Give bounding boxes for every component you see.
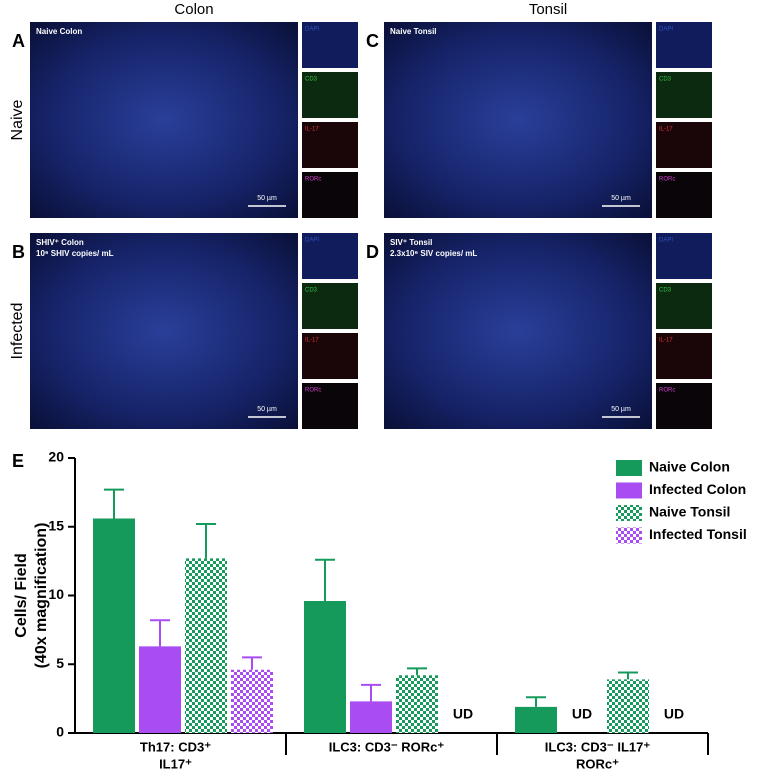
channel-image bbox=[656, 283, 712, 329]
row-header: Infected bbox=[9, 303, 26, 360]
channel-image bbox=[302, 333, 358, 379]
channel-image bbox=[302, 383, 358, 429]
panel-title: SIV⁺ Tonsil bbox=[390, 238, 432, 247]
panel-letter: B bbox=[12, 242, 25, 262]
channel-image bbox=[302, 22, 358, 68]
channel-label: CD3 bbox=[659, 77, 672, 83]
channel-label: CD3 bbox=[305, 77, 318, 83]
bar bbox=[185, 558, 227, 733]
channel-label: DAPI bbox=[659, 238, 673, 244]
y-axis-label: Cells/ Field bbox=[13, 553, 30, 637]
scale-label: 50 µm bbox=[611, 406, 631, 413]
legend-swatch bbox=[616, 527, 642, 544]
scale-label: 50 µm bbox=[611, 195, 631, 202]
scale-label: 50 µm bbox=[257, 406, 277, 413]
channel-label: CD3 bbox=[305, 288, 318, 294]
x-tick-label: ILC3: CD3⁻ RORc⁺ bbox=[329, 739, 445, 754]
bar bbox=[515, 706, 557, 733]
bar bbox=[350, 701, 392, 733]
micrograph bbox=[384, 22, 652, 218]
panel-letter: D bbox=[366, 242, 379, 262]
panel-letter: C bbox=[366, 31, 379, 51]
bar bbox=[304, 601, 346, 733]
channel-label: DAPI bbox=[305, 27, 319, 33]
micrograph bbox=[30, 233, 298, 429]
channel-image bbox=[656, 172, 712, 218]
bar bbox=[607, 679, 649, 733]
channel-image bbox=[302, 283, 358, 329]
channel-label: CD3 bbox=[659, 288, 672, 294]
value-label: UD bbox=[664, 706, 684, 722]
panel-subtitle: 2.3x10⁶ SIV copies/ mL bbox=[390, 249, 477, 258]
micrograph bbox=[30, 22, 298, 218]
channel-image bbox=[656, 333, 712, 379]
value-label: UD bbox=[453, 706, 473, 722]
x-tick-label: Th17: CD3⁺ bbox=[140, 739, 211, 754]
bar bbox=[139, 646, 181, 733]
legend-label: Infected Tonsil bbox=[649, 526, 747, 542]
channel-image bbox=[302, 122, 358, 168]
bar bbox=[231, 669, 273, 733]
channel-image bbox=[656, 22, 712, 68]
channel-image bbox=[656, 72, 712, 118]
channel-image bbox=[656, 383, 712, 429]
panel-letter: A bbox=[12, 31, 25, 51]
channel-image bbox=[302, 172, 358, 218]
panel-subtitle: 10⁶ SHIV copies/ mL bbox=[36, 249, 114, 258]
channel-image bbox=[656, 233, 712, 279]
channel-image bbox=[302, 233, 358, 279]
channel-label: DAPI bbox=[659, 27, 673, 33]
channel-label: IL-17 bbox=[659, 127, 673, 133]
channel-label: IL-17 bbox=[305, 127, 319, 133]
scale-label: 50 µm bbox=[257, 195, 277, 202]
panel-title: Naive Tonsil bbox=[390, 27, 437, 36]
legend-swatch bbox=[616, 505, 642, 521]
y-tick-label: 5 bbox=[56, 655, 64, 671]
x-tick-label: ILC3: CD3⁻ IL17⁺ bbox=[545, 739, 651, 754]
legend-label: Naive Tonsil bbox=[649, 504, 730, 520]
panel-title: Naive Colon bbox=[36, 27, 82, 36]
column-header: Tonsil bbox=[529, 1, 567, 18]
channel-label: RORc bbox=[659, 177, 675, 183]
bar bbox=[93, 518, 135, 733]
x-tick-label: IL17⁺ bbox=[159, 756, 192, 771]
channel-label: RORc bbox=[305, 177, 321, 183]
row-header: Naive bbox=[9, 99, 26, 140]
legend-swatch bbox=[616, 482, 642, 499]
y-tick-label: 15 bbox=[48, 517, 64, 533]
channel-label: RORc bbox=[305, 388, 321, 394]
y-tick-label: 0 bbox=[56, 724, 64, 740]
panel-title: SHIV⁺ Colon bbox=[36, 238, 84, 247]
y-tick-label: 10 bbox=[48, 586, 64, 602]
channel-label: RORc bbox=[659, 388, 675, 394]
value-label: UD bbox=[572, 706, 592, 722]
panel-letter: E bbox=[12, 451, 24, 471]
column-header: Colon bbox=[174, 1, 213, 18]
y-axis-label: (40x magnification) bbox=[33, 523, 50, 669]
legend-swatch bbox=[616, 460, 642, 476]
channel-label: IL-17 bbox=[659, 338, 673, 344]
y-tick-label: 20 bbox=[48, 449, 64, 465]
channel-label: IL-17 bbox=[305, 338, 319, 344]
legend-label: Infected Colon bbox=[649, 481, 746, 497]
channel-image bbox=[302, 72, 358, 118]
bar bbox=[396, 675, 438, 733]
x-tick-label: RORc⁺ bbox=[576, 756, 619, 771]
channel-label: DAPI bbox=[305, 238, 319, 244]
micrograph bbox=[384, 233, 652, 429]
legend-label: Naive Colon bbox=[649, 459, 730, 475]
channel-image bbox=[656, 122, 712, 168]
